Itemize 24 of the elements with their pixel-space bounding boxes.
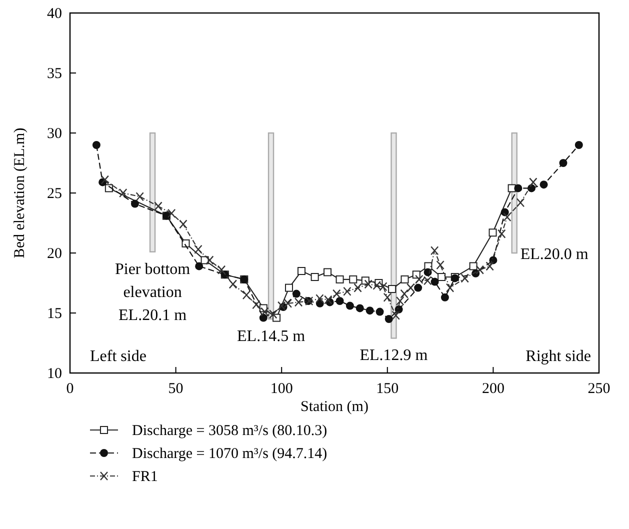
y-tick-label: 10 xyxy=(47,366,62,382)
y-tick-label: 40 xyxy=(47,6,62,22)
annotation: Pier bottom elevation EL.20.1 m xyxy=(114,260,191,324)
x-tick-label: 200 xyxy=(482,381,504,397)
x-tick-label: 0 xyxy=(66,381,74,397)
x-tick-label: 250 xyxy=(588,381,610,397)
legend-label: FR1 xyxy=(132,469,158,485)
x-tick-label: 50 xyxy=(168,381,184,397)
x-tick-label: 150 xyxy=(376,381,399,397)
annotation: EL.12.9 m xyxy=(360,347,428,364)
y-tick-label: 35 xyxy=(47,66,62,82)
annotation: EL.20.0 m xyxy=(520,246,589,263)
y-axis-title: Bed elevation (EL.m) xyxy=(12,128,28,258)
legend-label: Discharge = 3058 m³/s (80.10.3) xyxy=(132,423,328,439)
annotation: EL.14.5 m xyxy=(237,328,306,345)
y-tick-label: 20 xyxy=(47,246,62,262)
annotation: Right side xyxy=(526,348,591,365)
legend-label: Discharge = 1070 m³/s (94.7.14) xyxy=(132,446,328,462)
y-tick-label: 30 xyxy=(47,126,62,142)
x-axis-title: Station (m) xyxy=(300,399,368,415)
y-tick-label: 15 xyxy=(47,306,62,322)
x-tick-label: 100 xyxy=(270,381,293,397)
annotation: Left side xyxy=(90,348,146,365)
y-tick-label: 25 xyxy=(47,186,62,202)
